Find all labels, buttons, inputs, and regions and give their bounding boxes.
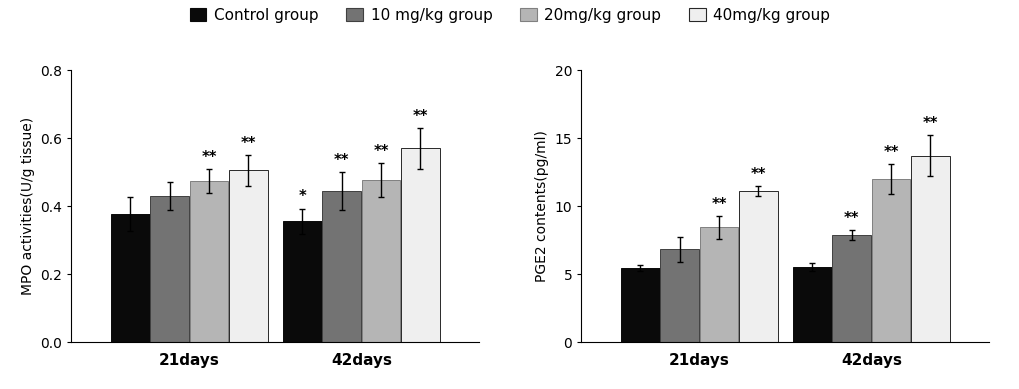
Bar bbox=[400, 148, 439, 342]
Bar bbox=[659, 249, 698, 342]
Legend: Control group, 10 mg/kg group, 20mg/kg group, 40mg/kg group: Control group, 10 mg/kg group, 20mg/kg g… bbox=[190, 8, 829, 23]
Text: **: ** bbox=[240, 136, 256, 151]
Bar bbox=[190, 180, 228, 342]
Bar bbox=[910, 156, 949, 342]
Bar bbox=[871, 179, 910, 342]
Text: **: ** bbox=[710, 196, 727, 212]
Text: **: ** bbox=[201, 150, 217, 165]
Bar bbox=[793, 267, 830, 342]
Bar bbox=[832, 235, 870, 342]
Y-axis label: MPO activities(U/g tissue): MPO activities(U/g tissue) bbox=[20, 117, 35, 295]
Bar bbox=[699, 227, 738, 342]
Text: **: ** bbox=[750, 167, 765, 182]
Text: **: ** bbox=[373, 144, 388, 159]
Text: **: ** bbox=[882, 145, 898, 160]
Text: **: ** bbox=[922, 116, 937, 131]
Bar bbox=[621, 268, 659, 342]
Bar bbox=[111, 214, 150, 342]
Bar bbox=[150, 196, 189, 342]
Text: **: ** bbox=[843, 210, 859, 226]
Bar bbox=[283, 221, 321, 342]
Text: **: ** bbox=[333, 153, 350, 168]
Bar bbox=[322, 191, 361, 342]
Y-axis label: PGE2 contents(pg/ml): PGE2 contents(pg/ml) bbox=[535, 130, 548, 282]
Text: *: * bbox=[299, 189, 306, 205]
Text: **: ** bbox=[413, 109, 428, 124]
Bar bbox=[362, 180, 400, 342]
Bar bbox=[739, 191, 776, 342]
Bar bbox=[229, 170, 267, 342]
